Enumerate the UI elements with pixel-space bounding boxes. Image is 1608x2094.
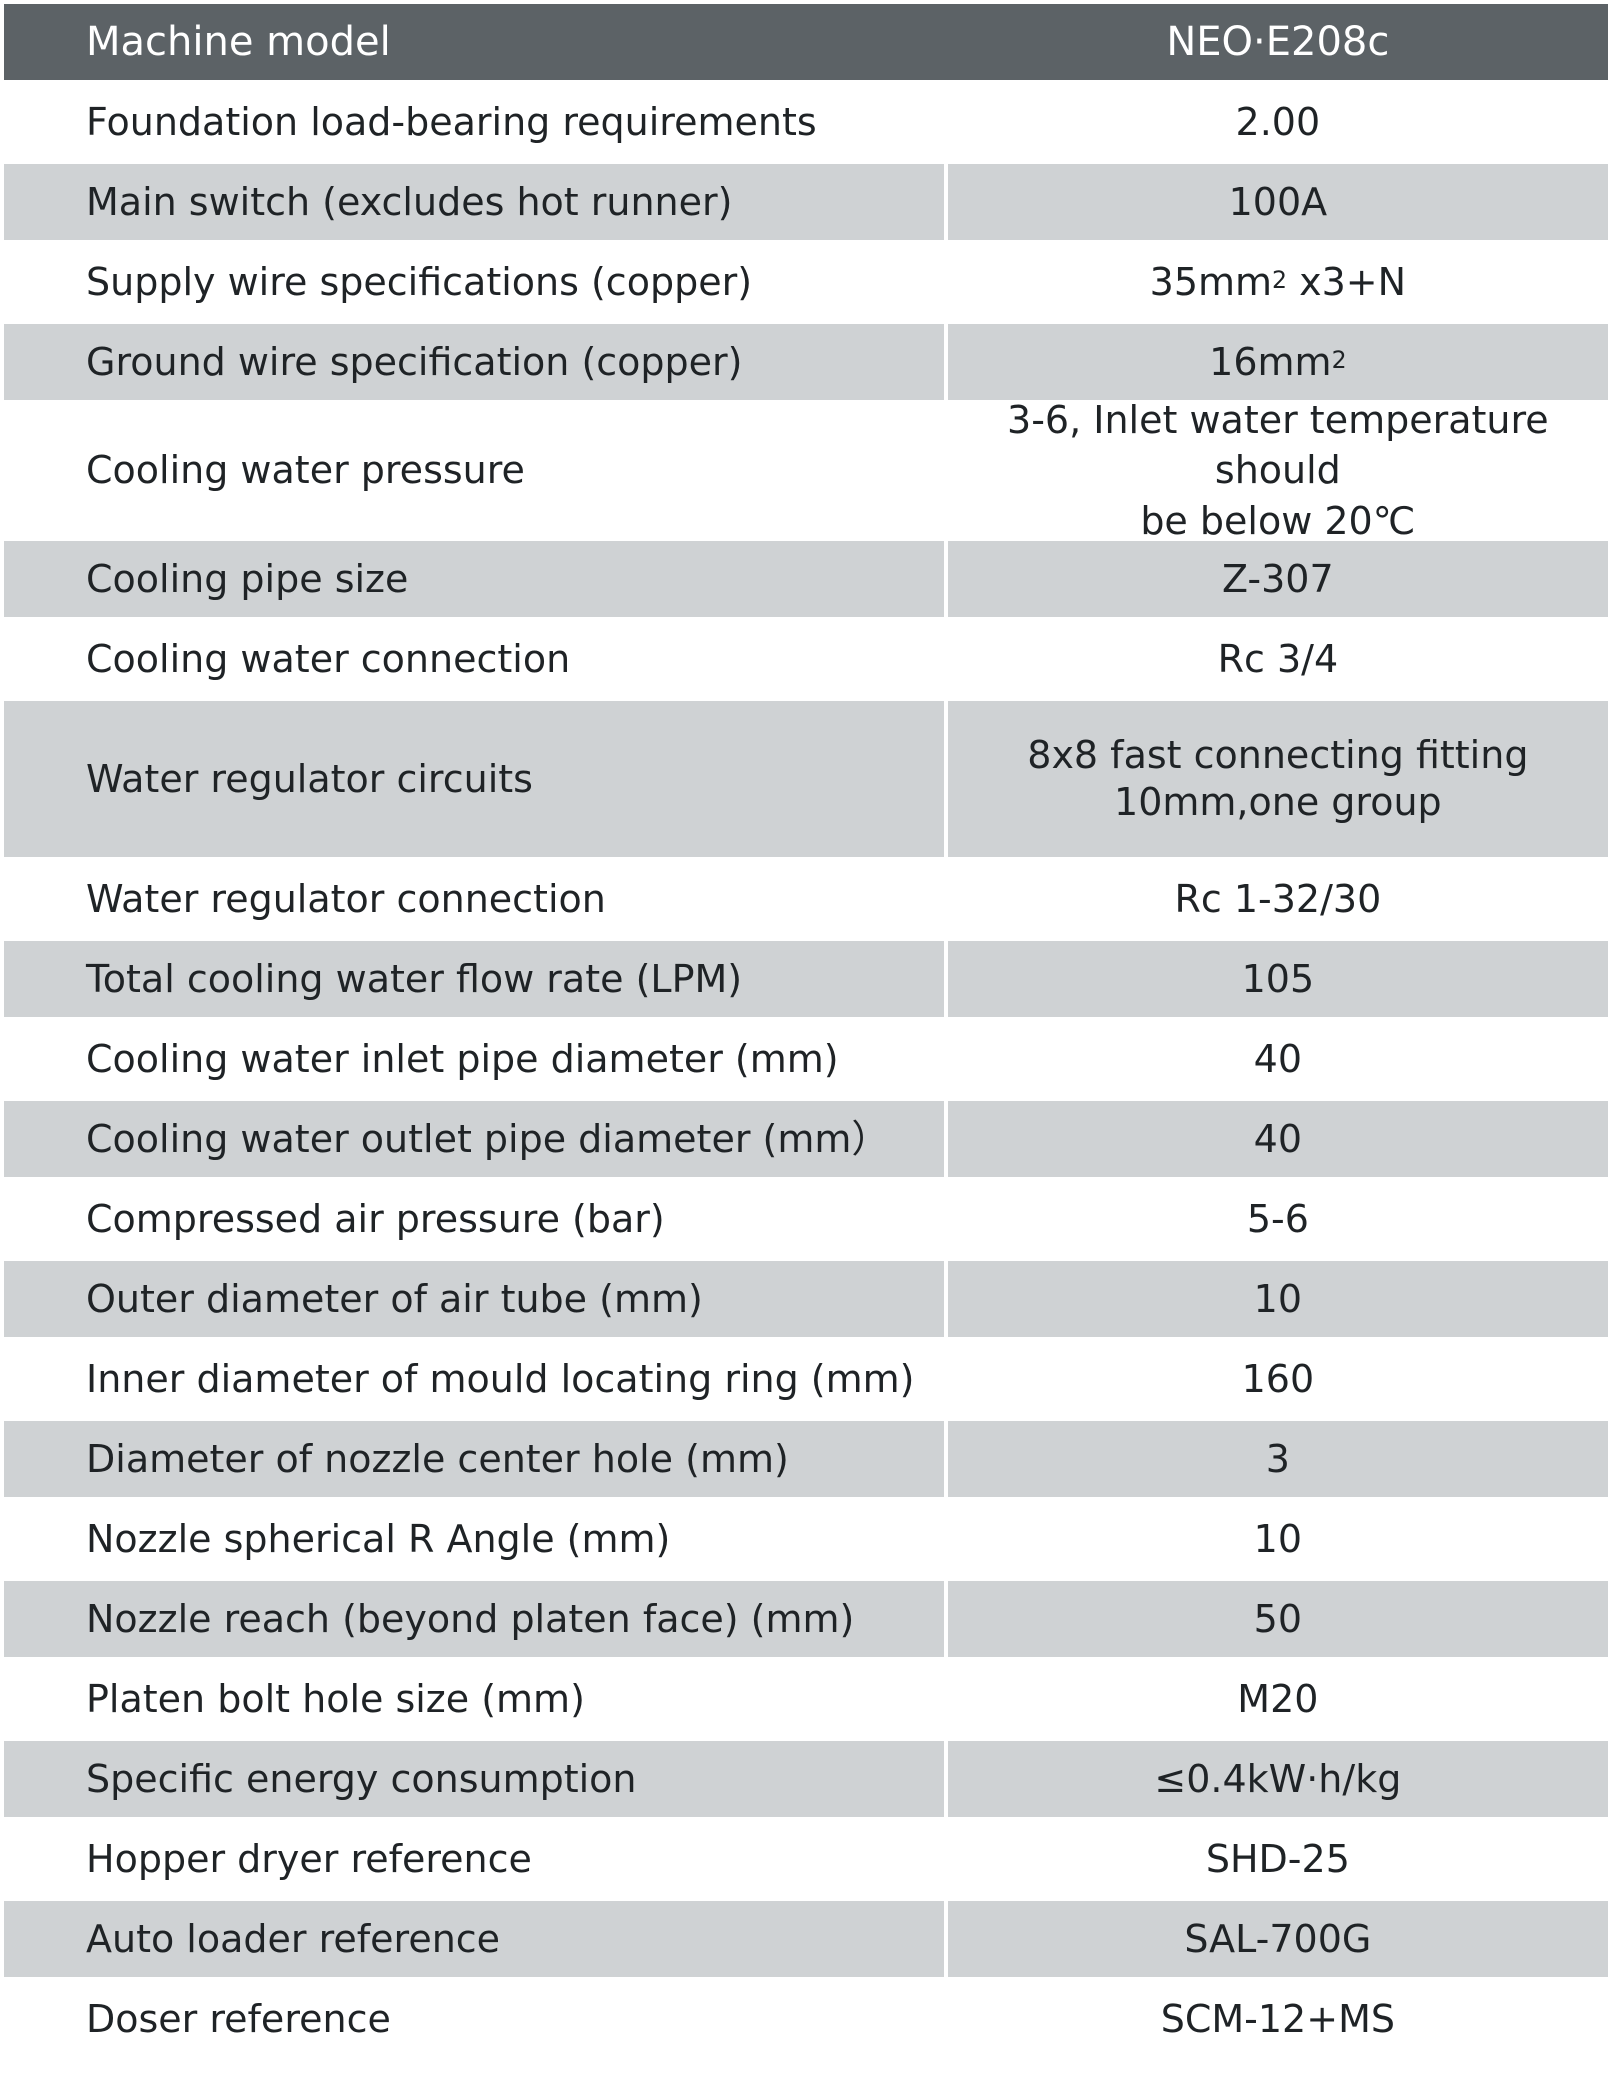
table-row: Cooling water connection Rc 3/4 [4, 621, 1608, 697]
row-value: 100A [947, 164, 1608, 240]
row-label: Cooling pipe size [4, 541, 944, 617]
value-main: 16mm [1209, 339, 1332, 384]
table-row: Main switch (excludes hot runner) 100A [4, 164, 1608, 240]
row-label: Doser reference [4, 1981, 944, 2057]
value-line-2: be below 20℃ [1140, 498, 1416, 543]
row-label: Cooling water connection [4, 621, 944, 697]
row-label: Main switch (excludes hot runner) [4, 164, 944, 240]
row-value: ≤0.4kW·h/kg [947, 1741, 1608, 1817]
table-row: Hopper dryer reference SHD-25 [4, 1821, 1608, 1897]
row-value: 40 [947, 1101, 1608, 1177]
table-row: Cooling water inlet pipe diameter (mm) 4… [4, 1021, 1608, 1097]
table-row: Cooling water outlet pipe diameter (mm） … [4, 1101, 1608, 1177]
table-header-row: Machine model NEO·E208c [4, 4, 1608, 80]
row-value: SHD-25 [947, 1821, 1608, 1897]
row-label: Water regulator circuits [4, 701, 944, 857]
table-row: Auto loader reference SAL-700G [4, 1901, 1608, 1977]
row-value: Rc 3/4 [947, 621, 1608, 697]
row-value: SAL-700G [947, 1901, 1608, 1977]
table-row: Supply wire specifications (copper) 35mm… [4, 244, 1608, 320]
table-row: Foundation load-bearing requirements 2.0… [4, 84, 1608, 160]
row-label: Specific energy consumption [4, 1741, 944, 1817]
table-row: Nozzle reach (beyond platen face) (mm) 5… [4, 1581, 1608, 1657]
row-label: Supply wire specifications (copper) [4, 244, 944, 320]
table-row: Cooling pipe size Z-307 [4, 541, 1608, 617]
value-line-1: 8x8 fast connecting fitting [1027, 732, 1529, 777]
table-row: Inner diameter of mould locating ring (m… [4, 1341, 1608, 1417]
row-value: 10 [947, 1261, 1608, 1337]
row-label: Ground wire specification (copper) [4, 324, 944, 400]
table-row: Platen bolt hole size (mm) M20 [4, 1661, 1608, 1737]
row-label: Auto loader reference [4, 1901, 944, 1977]
row-label: Compressed air pressure (bar) [4, 1181, 944, 1257]
row-label: Foundation load-bearing requirements [4, 84, 944, 160]
table-row: Cooling water pressure 3-6, Inlet water … [4, 398, 1608, 543]
row-value: 160 [947, 1341, 1608, 1417]
spec-table: Machine model NEO·E208c Foundation load-… [4, 4, 1608, 2061]
row-value: 50 [947, 1581, 1608, 1657]
value-main: 35mm [1149, 259, 1273, 304]
table-row: Diameter of nozzle center hole (mm) 3 [4, 1421, 1608, 1497]
table-row: Specific energy consumption ≤0.4kW·h/kg [4, 1741, 1608, 1817]
table-row: Water regulator circuits 8x8 fast connec… [4, 701, 1608, 857]
table-row: Water regulator connection Rc 1-32/30 [4, 861, 1608, 937]
row-label: Total cooling water flow rate (LPM) [4, 941, 944, 1017]
row-label: Water regulator connection [4, 861, 944, 937]
table-row: Outer diameter of air tube (mm) 10 [4, 1261, 1608, 1337]
row-value: 40 [947, 1021, 1608, 1097]
row-label: Hopper dryer reference [4, 1821, 944, 1897]
value-line-1: 3-6, Inlet water temperature should [1007, 398, 1549, 493]
row-label: Nozzle reach (beyond platen face) (mm) [4, 1581, 944, 1657]
table-row: Ground wire specification (copper) 16mm 2 [4, 324, 1608, 400]
row-value: 8x8 fast connecting fitting 10mm,one gro… [947, 701, 1608, 857]
row-label: Cooling water pressure [4, 404, 944, 537]
row-label: Cooling water outlet pipe diameter (mm） [4, 1101, 944, 1177]
row-label: Nozzle spherical R Angle (mm) [4, 1501, 944, 1577]
header-label: Machine model [4, 4, 944, 80]
row-label: Diameter of nozzle center hole (mm) [4, 1421, 944, 1497]
row-label: Outer diameter of air tube (mm) [4, 1261, 944, 1337]
row-value: 3-6, Inlet water temperature should be b… [947, 398, 1608, 543]
row-value: 16mm 2 [947, 324, 1608, 400]
row-value: M20 [947, 1661, 1608, 1737]
row-value: SCM-12+MS [947, 1981, 1608, 2057]
row-label: Inner diameter of mould locating ring (m… [4, 1341, 944, 1417]
value-tail: x3+N [1287, 259, 1407, 304]
row-value: 3 [947, 1421, 1608, 1497]
row-value: 2.00 [947, 84, 1608, 160]
table-row: Compressed air pressure (bar) 5-6 [4, 1181, 1608, 1257]
row-value: 5-6 [947, 1181, 1608, 1257]
header-value: NEO·E208c [947, 4, 1608, 80]
table-row: Doser reference SCM-12+MS [4, 1981, 1608, 2057]
row-value: Rc 1-32/30 [947, 861, 1608, 937]
value-line-2: 10mm,one group [1114, 780, 1442, 824]
row-label: Cooling water inlet pipe diameter (mm) [4, 1021, 944, 1097]
row-value: 105 [947, 941, 1608, 1017]
row-value: 35mm 2 x3+N [947, 244, 1608, 320]
row-label: Platen bolt hole size (mm) [4, 1661, 944, 1737]
row-value: Z-307 [947, 541, 1608, 617]
row-value: 10 [947, 1501, 1608, 1577]
table-row: Total cooling water flow rate (LPM) 105 [4, 941, 1608, 1017]
table-row: Nozzle spherical R Angle (mm) 10 [4, 1501, 1608, 1577]
